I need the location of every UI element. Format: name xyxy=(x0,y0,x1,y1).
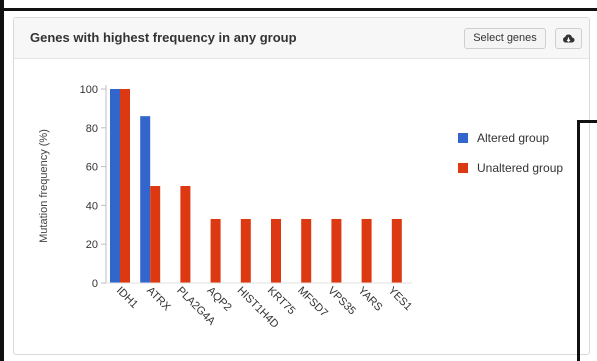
bar-pla2g4a-unaltered xyxy=(180,186,191,283)
legend-swatch xyxy=(458,133,468,143)
y-tick-label: 40 xyxy=(86,200,98,212)
legend-label: Unaltered group xyxy=(477,161,563,175)
bar-atrx-altered xyxy=(140,116,151,283)
y-tick-label: 80 xyxy=(86,123,98,135)
bar-mfsd7-unaltered xyxy=(301,218,312,283)
bar-atrx-unaltered xyxy=(150,186,161,283)
frame-left-border xyxy=(0,0,4,361)
y-tick-label: 20 xyxy=(86,239,98,251)
bar-yes1-unaltered xyxy=(391,218,402,283)
bar-idh1-altered xyxy=(110,89,120,283)
x-tick-label: YES1 xyxy=(386,285,414,313)
x-tick-label: MFSD7 xyxy=(295,285,330,320)
panel-header: Genes with highest frequency in any grou… xyxy=(14,18,589,59)
bar-krt75-unaltered xyxy=(271,218,281,283)
y-axis-label: Mutation frequency (%) xyxy=(38,129,50,243)
download-button[interactable] xyxy=(555,28,582,49)
panel-title: Genes with highest frequency in any grou… xyxy=(30,30,297,45)
x-tick-label: YARS xyxy=(355,285,384,314)
x-tick-label: ATRX xyxy=(144,285,173,314)
x-tick-label: VPS35 xyxy=(325,285,358,318)
select-genes-button[interactable]: Select genes xyxy=(464,28,546,49)
cloud-download-icon xyxy=(563,34,575,43)
overlay-border-top xyxy=(577,120,597,123)
top-strip xyxy=(4,0,597,11)
y-tick-label: 0 xyxy=(92,278,98,290)
mutation-frequency-chart: 0 20 40 60 80 100 Mutation frequency (%) IDH1 AT… xyxy=(38,84,563,331)
x-tick-label: IDH1 xyxy=(114,285,140,311)
overlay-border-left xyxy=(577,120,580,361)
bar-aqp2-unaltered xyxy=(210,218,221,283)
genes-frequency-panel: Genes with highest frequency in any grou… xyxy=(13,17,590,355)
y-tick-label: 100 xyxy=(80,84,98,96)
bar-idh1-unaltered xyxy=(120,89,130,283)
bar-vps35-unaltered xyxy=(331,218,342,283)
bar-hist1h4d-unaltered xyxy=(240,218,251,283)
legend-label: Altered group xyxy=(477,131,549,145)
y-tick-label: 60 xyxy=(86,162,98,174)
bar-yars-unaltered xyxy=(361,218,372,283)
legend-swatch xyxy=(458,163,468,173)
